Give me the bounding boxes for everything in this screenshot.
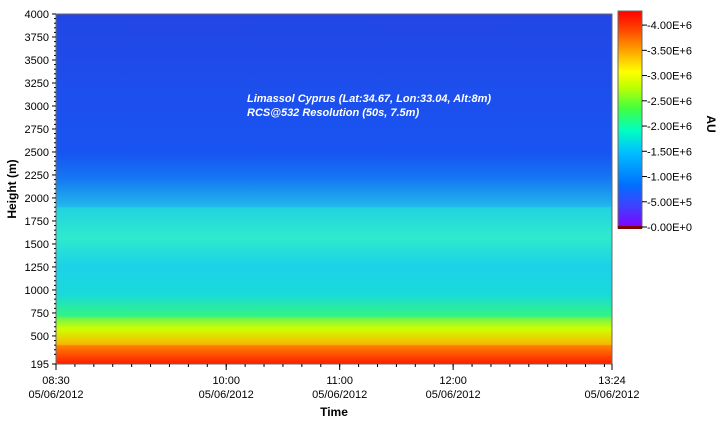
x-tick-time: 08:30 [42,375,70,387]
y-tick-label: 1750 [25,216,49,228]
heatmap-layer [56,345,612,364]
x-tick-date: 05/06/2012 [426,389,481,401]
x-tick-date: 05/06/2012 [199,389,254,401]
colorbar [617,10,643,229]
y-tick-label: 750 [31,308,49,320]
y-axis-title: Height (m) [5,159,19,218]
colorbar-tick-label: -3.50E+6 [647,45,692,57]
x-axis-title: Time [320,405,348,419]
x-tick-time: 10:00 [212,375,240,387]
y-tick-label: 2500 [25,147,49,159]
colorbar-tick-label: -3.00E+6 [647,71,692,83]
colorbar-tick-label: -0.00E+0 [647,222,692,234]
colorbar-tick-label: -1.50E+6 [647,146,692,158]
colorbar-ticks: -0.00E+0 -5.00E+5 -1.00E+6 -1.50E+6 -2.00E+6… [642,20,692,234]
colorbar-label: AU [704,115,718,132]
x-axis: 08:30 05/06/2012 10:00 05/06/2012 11:00 05/06… [28,364,640,401]
y-tick-label: 1250 [25,262,49,274]
heatmap-layer [56,207,612,318]
colorbar-tick-label: -1.00E+6 [647,172,692,184]
y-axis: 195 500 750 1000 1250 1500 1750 2000 2250 2500 275… [25,9,56,371]
y-tick-label: 2750 [25,124,49,136]
colorbar-tick-label: -2.50E+6 [647,96,692,108]
heatmap-layer [56,317,612,346]
colorbar-tick-label: -2.00E+6 [647,121,692,133]
x-tick-date: 05/06/2012 [584,389,639,401]
x-tick-date: 05/06/2012 [28,389,83,401]
y-tick-label: 1500 [25,239,49,251]
x-tick-time: 13:24 [598,375,626,387]
y-tick-label: 3000 [25,101,49,113]
y-tick-label: 3750 [25,32,49,44]
colorbar-floor [618,226,642,229]
annotation-resolution: RCS@532 Resolution (50s, 7.5m) [247,107,419,119]
x-tick-time: 12:00 [439,375,467,387]
y-tick-label: 500 [31,331,49,343]
colorbar-tick-label: -4.00E+6 [647,20,692,32]
y-tick-label: 1000 [25,285,49,297]
x-tick-time: 11:00 [326,375,353,387]
annotation-location: Limassol Cyprus (Lat:34.67, Lon:33.04, A… [247,93,491,105]
heatmap-field [56,14,612,364]
y-tick-label: 3250 [25,78,49,90]
y-tick-label: 4000 [25,9,49,21]
colorbar-tick-label: -5.00E+5 [647,197,692,209]
heatmap-layer [56,14,612,208]
y-tick-label: 195 [31,359,49,371]
heatmap-layers [56,14,612,364]
y-tick-label: 2250 [25,170,49,182]
y-tick-label: 3500 [25,55,49,67]
y-tick-label: 2000 [25,193,49,205]
x-tick-date: 05/06/2012 [312,389,367,401]
